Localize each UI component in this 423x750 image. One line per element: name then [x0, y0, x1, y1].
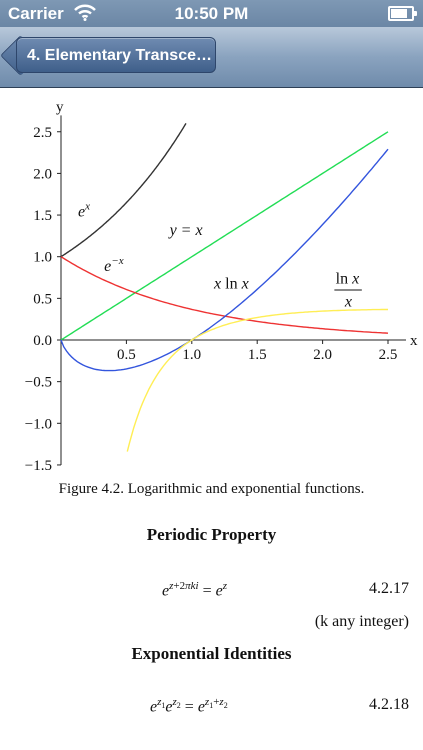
x-tick-label: 1.0 [182, 347, 201, 363]
equation-number-4-2-17: 4.2.17 [369, 580, 409, 597]
carrier-label: Carrier [8, 4, 64, 23]
annotation-y-equals-x: y = x [168, 222, 203, 239]
x-tick-label: 1.5 [248, 347, 267, 363]
y-tick-label: 2.0 [33, 166, 52, 182]
y-tick-label: 0.0 [33, 333, 52, 349]
annotation-ln-x-over-x-numerator: ln x [336, 270, 360, 287]
series-x-ln-x [60, 148, 389, 372]
series-y-equals-x [60, 131, 389, 341]
x-tick-label: 2.0 [313, 347, 332, 363]
figure-caption: Figure 4.2. Logarithmic and exponential … [58, 481, 365, 497]
y-tick-label: −0.5 [25, 375, 52, 391]
exponential-identities-heading: Exponential Identities [131, 644, 292, 663]
y-tick-label: 2.5 [33, 125, 52, 141]
back-button-label: 4. Elementary Transce… [27, 47, 212, 64]
y-tick-label: −1.0 [25, 416, 52, 432]
exponential-identity-equation: ez1ez2 = ez1+z2 [150, 696, 228, 716]
periodic-note: (k any integer) [314, 613, 409, 630]
y-axis-label: y [56, 99, 64, 115]
annotation-e-x: ex [78, 201, 90, 221]
back-button[interactable]: 4. Elementary Transce… [16, 37, 216, 73]
x-tick-label: 0.5 [117, 347, 136, 363]
page-content: y x 2.5 2.0 1.5 1.0 0.5 0.0 −0.5 −1.0 −1.5 0.5 1.0 1.… [0, 88, 423, 750]
annotation-x-ln-x: x ln x [213, 275, 249, 292]
periodic-equation: ez+2πki = ez [162, 580, 227, 600]
y-tick-label: 1.5 [33, 208, 52, 224]
function-chart: y x 2.5 2.0 1.5 1.0 0.5 0.0 −0.5 −1.0 −1.5 0.5 1.0 1.… [25, 99, 418, 474]
y-tick-label: −1.5 [25, 458, 52, 474]
navigation-bar: 4. Elementary Transce… [0, 27, 423, 88]
annotation-e-neg-x: e−x [104, 255, 124, 275]
x-axis-label: x [410, 333, 418, 349]
periodic-property-heading: Periodic Property [146, 525, 277, 544]
wifi-icon [74, 4, 96, 21]
equation-number-4-2-18: 4.2.18 [369, 696, 409, 713]
series-ln-x-over-x [126, 308, 388, 452]
clock: 10:50 PM [174, 4, 249, 23]
y-tick-label: 1.0 [33, 250, 52, 266]
annotation-ln-x-over-x-denominator: x [344, 294, 352, 311]
status-bar: Carrier 10:50 PM [0, 0, 423, 27]
y-tick-label: 0.5 [33, 291, 52, 307]
battery-icon [388, 6, 417, 21]
x-tick-label: 2.5 [379, 347, 398, 363]
series-e-x [60, 123, 187, 258]
